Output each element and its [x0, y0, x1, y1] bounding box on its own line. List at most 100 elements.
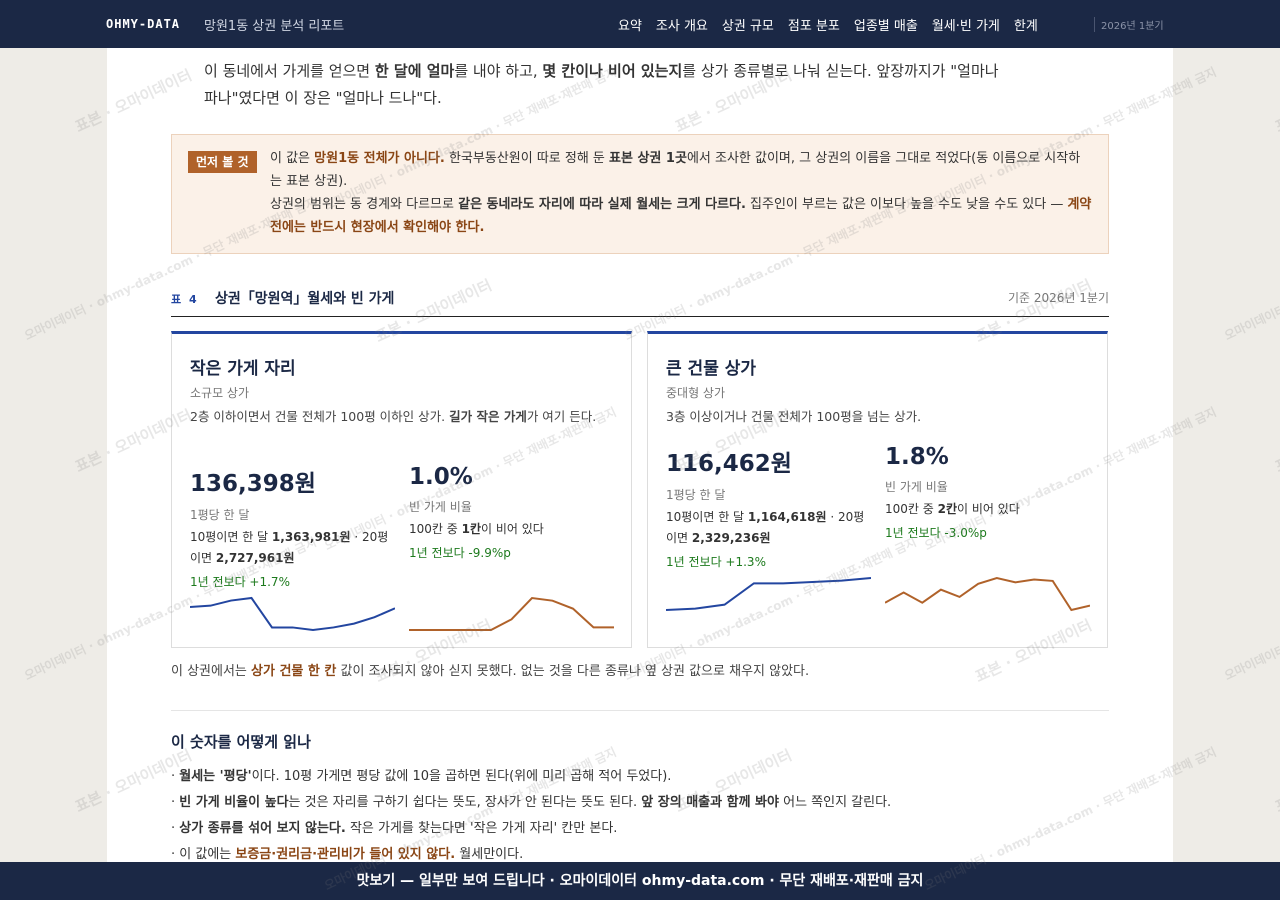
table-basis: 기준 2026년 1분기 [1007, 291, 1109, 305]
sparkline [885, 576, 1090, 612]
nav-link[interactable]: 상권 규모 [721, 19, 774, 34]
watermark: 표본 · 오마이데이터 [1272, 406, 1280, 476]
text: 이 상권에서는 [171, 664, 252, 679]
text: 상가 종류를 섞어 보지 않는다. [179, 821, 346, 836]
missing-note: 이 상권에서는 상가 건물 한 칸 값이 조사되지 않아 싣지 못했다. 없는 … [171, 660, 809, 679]
text: 2,727,961원 [215, 551, 295, 565]
intro: 이 동네에서 가게를 얻으면 한 달에 얼마를 내야 하고, 몇 칸이나 비어 … [204, 58, 1004, 112]
list-item: · 월세는 '평당'이다. 10평 가게면 평당 값에 10을 곱하면 된다(위… [171, 764, 891, 790]
vacancy-change: 1년 전보다 -3.0%p [885, 526, 987, 540]
text: · 20평이면 [190, 530, 389, 565]
list: · 월세는 '평당'이다. 10평 가게면 평당 값에 10을 곱하면 된다(위… [171, 764, 891, 868]
vacancy-value: 1.0% [409, 464, 473, 490]
rent-label: 1평당 한 달 [190, 508, 250, 522]
vacancy-detail: 100칸 중 2칸이 비어 있다 [885, 499, 1090, 520]
vacancy-col: 1.0% 빈 가게 비율 100칸 중 1칸이 비어 있다 1년 전보다 -9.9%p [409, 464, 614, 561]
vacancy-col: 1.8% 빈 가게 비율 100칸 중 2칸이 비어 있다 1년 전보다 -3.0%p [885, 444, 1090, 541]
trend-line [409, 596, 614, 631]
text: 표본 상권 1곳 [609, 151, 687, 166]
watermark: 표본 · 오마이데이터 [1272, 746, 1280, 816]
text: 계약 전에는 반드시 현장에서 확인해야 한다. [270, 197, 1092, 235]
nav-link[interactable]: 월세·빈 가게 [931, 19, 1000, 34]
text: 이 비어 있다 [481, 522, 544, 536]
text: 길가 작은 가게 [449, 409, 527, 424]
sparkline [190, 596, 395, 632]
footer: 맛보기 — 일부만 보여 드립니다 · 오마이데이터 ohmy-data.com… [0, 862, 1280, 900]
text: 한국부동산원이 따로 정해 둔 [444, 151, 610, 166]
notice: 먼저 볼 것 이 값은 망원1동 전체가 아니다. 한국부동산원이 따로 정해 … [171, 134, 1109, 254]
rent-change: 1년 전보다 +1.3% [666, 555, 766, 569]
card-title: 작은 가게 자리 [190, 359, 296, 379]
brand[interactable]: OHMY-DATA [106, 17, 181, 31]
nav-bar: OHMY-DATA 망원1동 상권 분석 리포트 요약 조사 개요 상권 규모 점포 … [0, 0, 1280, 48]
text: 보증금·권리금·관리비가 들어 있지 않다. [235, 847, 456, 862]
nav-link[interactable]: 조사 개요 [655, 19, 708, 34]
watermark: 오마이데이터 · ohmy-data.com · 무단 재배포·재판매 금지 [1222, 195, 1280, 344]
text: · [171, 769, 180, 784]
nav-links: 요약 조사 개요 상권 규모 점포 분포 업종별 매출 월세·빈 가게 한계 [618, 15, 1052, 34]
text: 2칸 [937, 502, 958, 516]
text: 1,363,981원 [271, 530, 351, 544]
trend-line [885, 576, 1090, 612]
rent-change: 1년 전보다 +1.7% [190, 575, 290, 589]
text: 100칸 중 [885, 502, 938, 516]
text: 이다. 10평 가게면 평당 값에 10을 곱하면 된다(위에 미리 곱해 적어… [251, 769, 672, 784]
rent-value: 136,398원 [190, 471, 316, 497]
text: 를 내야 하고, [454, 62, 543, 80]
rent-detail: 10평이면 한 달 1,164,618원 · 20평이면 2,329,236원 [666, 507, 871, 549]
nav-link[interactable]: 요약 [618, 19, 642, 34]
text: 10평이면 한 달 [190, 530, 272, 544]
text: · 이 값에는 [171, 847, 236, 862]
watermark: 표본 · 오마이데이터 [1272, 66, 1280, 136]
vacancy-change: 1년 전보다 -9.9%p [409, 546, 511, 560]
period: 2026년 1분기 [1094, 17, 1174, 32]
list-item: · 이 값에는 보증금·권리금·관리비가 들어 있지 않다. 월세만이다. [171, 842, 891, 868]
text: 집주인이 부르는 값은 이보다 높을 수도 낮을 수도 있다 — [745, 197, 1068, 212]
table-label: 표 4 [171, 293, 199, 306]
nav-link[interactable]: 한계 [1013, 19, 1038, 34]
table-header: 표 4 상권「망원역」월세와 빈 가게 기준 2026년 1분기 [171, 286, 1109, 317]
text: 작은 가게를 찾는다면 '작은 가게 자리' 칸만 본다. [345, 821, 618, 836]
report-title: 망원1동 상권 분석 리포트 [204, 19, 345, 34]
card-title: 큰 건물 상가 [666, 359, 757, 379]
card-subtitle: 소규모 상가 [190, 386, 250, 400]
text: 100칸 중 [409, 522, 462, 536]
text: 10평이면 한 달 [666, 510, 748, 524]
text: 를 상가 종류별로 나눠 싣는다. 앞장까지가 "얼마나 파나"였다면 이 장은… [204, 62, 999, 107]
list-item: · 빈 가게 비율이 높다는 것은 자리를 구하기 쉽다는 뜻도, 장사가 안 … [171, 790, 891, 816]
rent-label: 1평당 한 달 [666, 488, 726, 502]
watermark: 오마이데이터 · ohmy-data.com · 무단 재배포·재판매 금지 [1222, 535, 1280, 684]
rent-col: 136,398원 1평당 한 달 10평이면 한 달 1,363,981원 · 20… [190, 464, 395, 590]
list-item: · 상가 종류를 섞어 보지 않는다. 작은 가게를 찾는다면 '작은 가게 자… [171, 816, 891, 842]
section-title: 이 숫자를 어떻게 읽나 [171, 733, 311, 751]
table-title: 상권「망원역」월세와 빈 가게 [215, 291, 395, 307]
notice-line: 이 값은 망원1동 전체가 아니다. 한국부동산원이 따로 정해 둔 표본 상권… [270, 147, 1092, 193]
text: 월세만이다. [455, 847, 524, 862]
text: 월세는 '평당' [179, 769, 252, 784]
text: · 20평이면 [666, 510, 865, 545]
text: 1,164,618원 [747, 510, 827, 524]
text: 1칸 [461, 522, 482, 536]
text: 상권의 범위는 동 경계와 다르므로 [270, 197, 459, 212]
divider [171, 710, 1109, 711]
text: 3층 이상이거나 건물 전체가 100평을 넘는 상가. [666, 409, 922, 424]
vacancy-detail: 100칸 중 1칸이 비어 있다 [409, 519, 614, 540]
sparkline [409, 596, 614, 631]
vacancy-label: 빈 가게 비율 [409, 500, 472, 514]
text: 이 동네에서 가게를 얻으면 [204, 62, 375, 80]
text: 어느 쪽인지 갈린다. [778, 795, 892, 810]
text: 앞 장의 매출과 함께 봐야 [641, 795, 779, 810]
text: 이 비어 있다 [957, 502, 1020, 516]
card-subtitle: 중대형 상가 [666, 386, 726, 400]
text: · [171, 821, 180, 836]
content: 이 동네에서 가게를 얻으면 한 달에 얼마를 내야 하고, 몇 칸이나 비어 … [107, 48, 1173, 862]
text: 망원1동 전체가 아니다. [314, 151, 445, 166]
text: 가 여기 든다. [526, 409, 597, 424]
nav-link[interactable]: 업종별 매출 [853, 19, 918, 34]
text: 몇 칸이나 비어 있는지 [542, 62, 683, 80]
text: 상가 건물 한 칸 [251, 664, 337, 679]
card: 작은 가게 자리 소규모 상가 2층 이하이면서 건물 전체가 100평 이하인 상… [171, 331, 632, 648]
nav-link[interactable]: 점포 분포 [787, 19, 840, 34]
